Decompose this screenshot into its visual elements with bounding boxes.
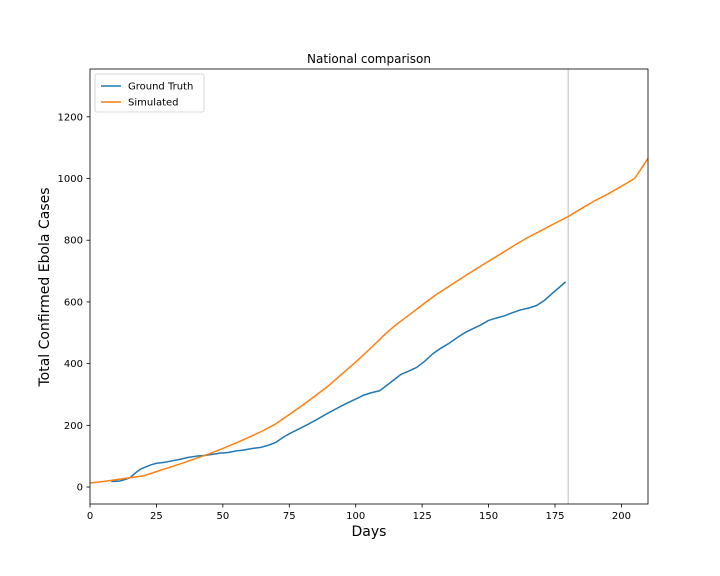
legend-box xyxy=(94,73,205,113)
y-tick-label: 600 xyxy=(64,297,83,308)
y-tick-label: 1000 xyxy=(58,174,83,185)
plot-background xyxy=(90,69,648,504)
chart-title: National comparison xyxy=(307,52,431,66)
x-tick-label: 150 xyxy=(479,511,498,522)
series-line-simulated xyxy=(90,158,648,484)
y-tick-label: 1200 xyxy=(58,112,83,123)
x-tick-label: 200 xyxy=(612,511,631,522)
x-tick-label: 100 xyxy=(346,511,365,522)
x-tick-label: 75 xyxy=(283,511,296,522)
x-tick-label: 175 xyxy=(545,511,564,522)
series-line-ground-truth xyxy=(111,281,567,483)
y-tick-label: 800 xyxy=(64,236,83,247)
x-tick-label: 0 xyxy=(87,511,93,522)
legend-label: Simulated xyxy=(128,98,179,109)
plot-area xyxy=(90,69,648,504)
y-tick-label: 400 xyxy=(64,359,83,370)
y-axis-label: Total Confirmed Ebola Cases xyxy=(37,187,53,387)
y-tick-label: 0 xyxy=(77,483,83,494)
axes-frame xyxy=(89,68,649,505)
x-tick-label: 125 xyxy=(413,511,432,522)
series-layer xyxy=(90,158,648,484)
x-tick-label: 25 xyxy=(150,511,163,522)
y-tick-label: 200 xyxy=(64,421,83,432)
x-axis-label: Days xyxy=(352,524,387,540)
x-tick-label: 50 xyxy=(216,511,229,522)
legend: Ground Truth Simulated xyxy=(94,73,205,113)
legend-label: Ground Truth xyxy=(128,82,193,93)
axes-layer: 0 25 50 75 100 125 150 175 200 0 200 400 600 800 1000 1… xyxy=(58,68,649,522)
